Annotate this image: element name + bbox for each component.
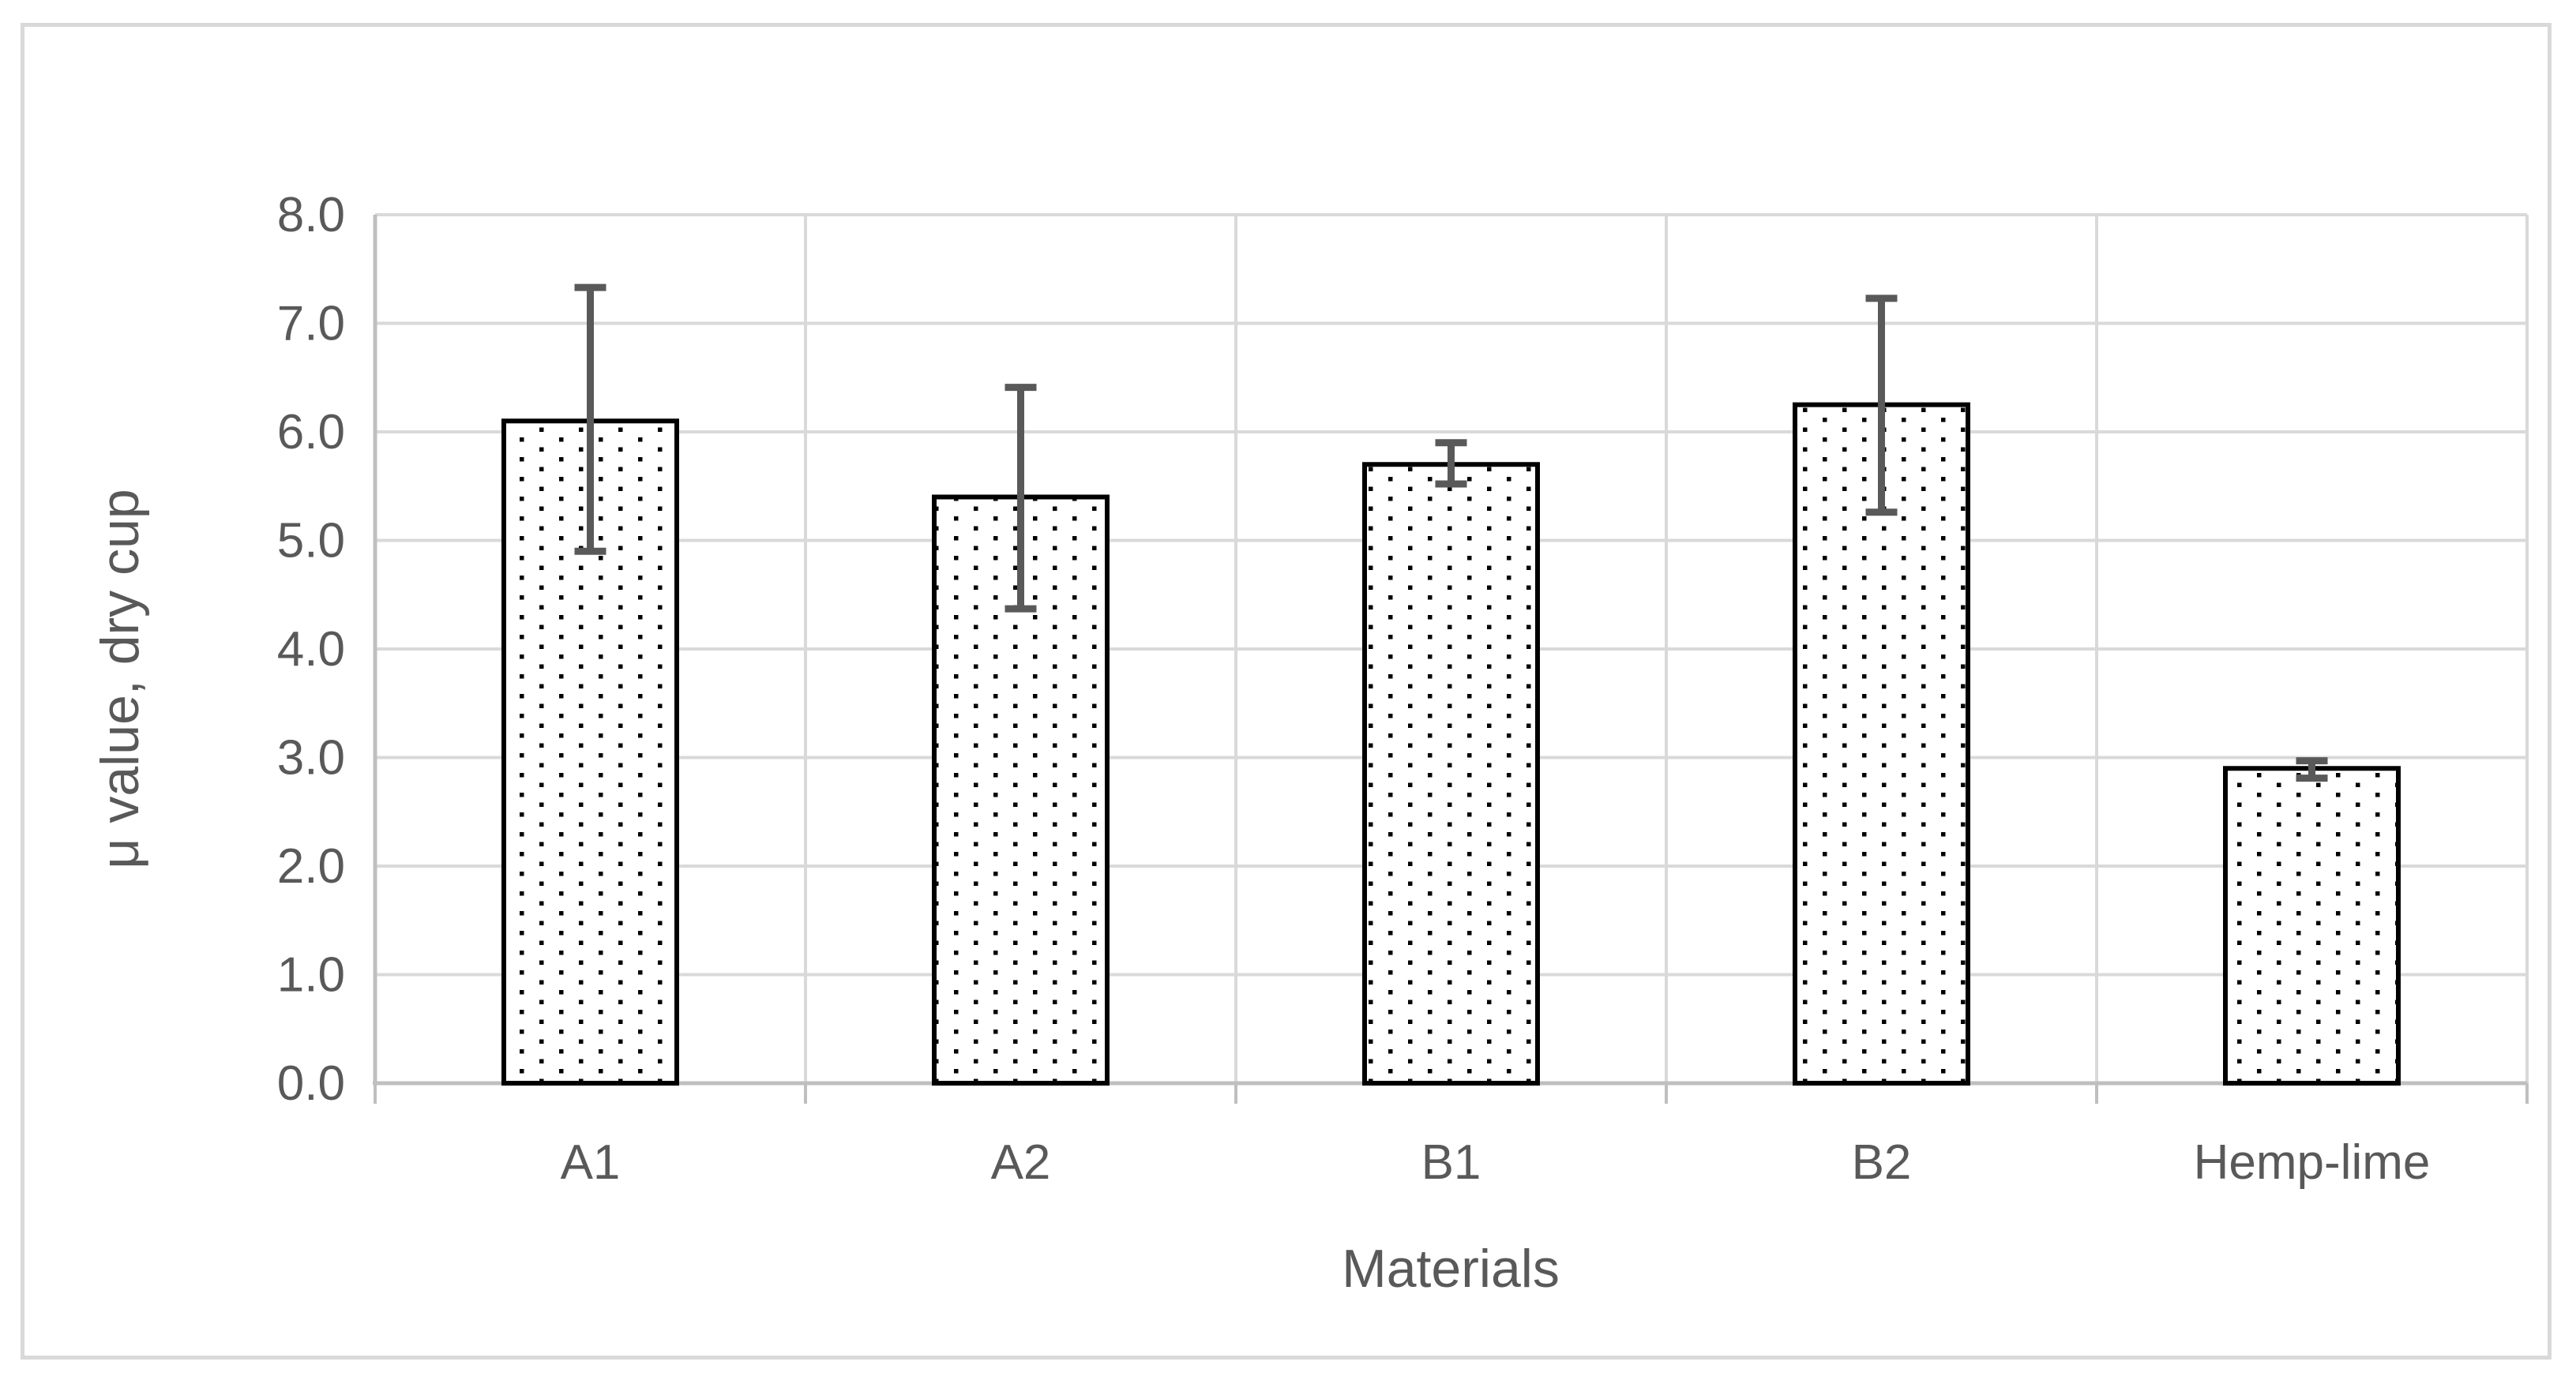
x-category-label: B2 xyxy=(1852,1135,1912,1190)
y-tick-label: 8.0 xyxy=(277,188,345,242)
y-axis-title: μ value, dry cup xyxy=(90,489,150,868)
y-tick-label: 6.0 xyxy=(277,405,345,459)
bars-group xyxy=(501,402,2401,1086)
y-tick-label: 4.0 xyxy=(277,622,345,677)
y-tick-label: 2.0 xyxy=(277,839,345,894)
bar-B1 xyxy=(1362,462,1540,1086)
bar-B2 xyxy=(1793,402,1970,1086)
x-category-label: Hemp-lime xyxy=(2194,1135,2431,1190)
y-tick-label: 1.0 xyxy=(277,948,345,1003)
y-tick-label: 7.0 xyxy=(277,297,345,351)
y-tick-label: 0.0 xyxy=(277,1056,345,1111)
y-tick-label: 3.0 xyxy=(277,731,345,786)
x-category-label: B1 xyxy=(1421,1135,1481,1190)
error-bars-group xyxy=(574,283,2328,782)
x-category-label: A1 xyxy=(561,1135,621,1190)
gridlines xyxy=(375,213,2529,1083)
y-tick-label: 5.0 xyxy=(277,514,345,568)
x-axis-title: Materials xyxy=(1342,1239,1560,1299)
axis-tick-labels: 0.0 1.0 2.0 3.0 4.0 5.0 6.0 7.0 8.0 A1 A2 B1 B2 Hemp-… xyxy=(277,188,2431,1190)
bar-Hemp-lime xyxy=(2223,766,2401,1086)
x-category-label: A2 xyxy=(991,1135,1051,1190)
